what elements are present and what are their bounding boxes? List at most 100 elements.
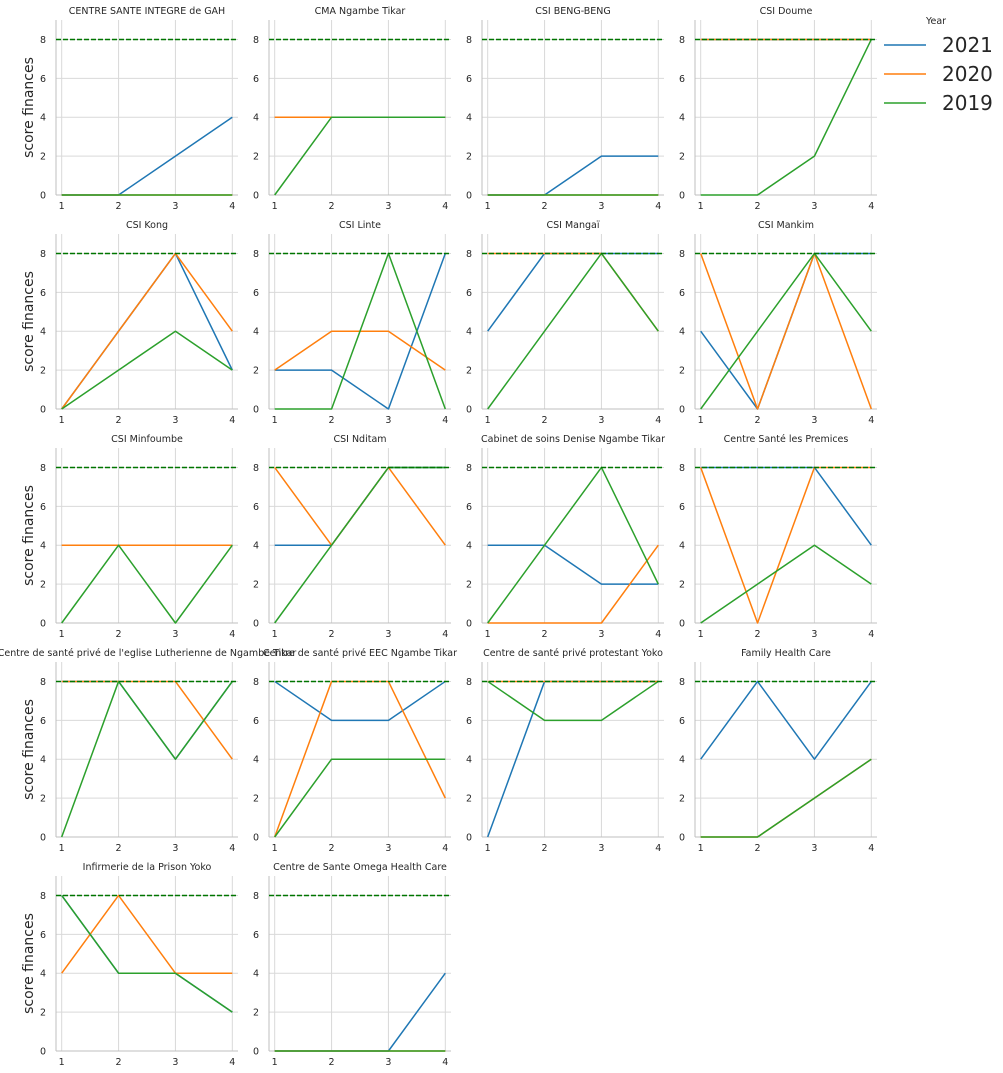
x-tick-label: 3 — [385, 201, 391, 212]
y-tick-label: 8 — [466, 35, 472, 46]
panel-title: Family Health Care — [741, 648, 831, 659]
y-tick-label: 8 — [679, 677, 685, 688]
y-tick-label: 6 — [40, 502, 46, 513]
panel-8: 1 2 3 4 0 2 4 6 8 CSI Mankim — [679, 220, 877, 426]
legend-title: Year — [925, 16, 946, 27]
series-line-2019 — [274, 758, 446, 838]
series-line-2019 — [60, 680, 233, 838]
y-tick-label: 0 — [40, 833, 46, 844]
y-tick-label: 0 — [679, 619, 685, 630]
panel-2: 1 2 3 4 0 2 4 6 8 CMA Ngambe Tikar — [253, 6, 451, 212]
series-line-2019 — [274, 252, 447, 410]
y-tick-label: 6 — [253, 74, 259, 85]
x-tick-label: 2 — [116, 843, 122, 854]
x-tick-label: 3 — [385, 843, 391, 854]
y-axis-label: score finances — [21, 699, 37, 800]
y-tick-label: 4 — [679, 113, 685, 124]
y-tick-label: 0 — [679, 191, 685, 202]
x-tick-label: 2 — [116, 201, 122, 212]
x-tick-label: 1 — [272, 1057, 278, 1068]
y-tick-label: 6 — [466, 74, 472, 85]
y-tick-label: 0 — [466, 619, 472, 630]
panel-14: 1 2 3 4 0 2 4 6 8 Centre de santé privé EEC Ngamb… — [253, 648, 457, 854]
x-tick-label: 3 — [598, 843, 604, 854]
y-tick-label: 6 — [253, 502, 259, 513]
y-tick-label: 2 — [679, 366, 685, 377]
x-tick-label: 1 — [272, 201, 278, 212]
series-line-2021 — [700, 680, 872, 760]
y-tick-label: 4 — [253, 969, 259, 980]
x-tick-label: 3 — [172, 415, 178, 426]
legend-label-2020: 2020 — [942, 62, 993, 86]
y-tick-label: 8 — [253, 677, 259, 688]
x-tick-label: 3 — [811, 629, 817, 640]
y-tick-label: 8 — [466, 249, 472, 260]
panel-13: 1 2 3 4 0 2 4 6 8 Centre de santé privé de l'egli… — [0, 648, 296, 854]
x-tick-label: 2 — [116, 629, 122, 640]
panel-title: Centre de santé privé protestant Yoko — [483, 648, 663, 659]
y-tick-label: 0 — [253, 1047, 259, 1058]
panel-title: Centre de santé privé EEC Ngambe Tikar — [263, 648, 457, 659]
x-tick-label: 1 — [59, 629, 65, 640]
x-tick-label: 1 — [485, 201, 491, 212]
series-line-2019 — [700, 758, 872, 838]
panel-title: CSI Nditam — [333, 434, 386, 445]
x-tick-label: 4 — [655, 843, 661, 854]
y-tick-label: 2 — [679, 152, 685, 163]
y-tick-label: 4 — [466, 113, 472, 124]
y-tick-label: 4 — [466, 755, 472, 766]
y-tick-label: 0 — [40, 405, 46, 416]
y-tick-label: 0 — [466, 405, 472, 416]
panel-title: CSI Minfoumbe — [111, 434, 183, 445]
x-tick-label: 4 — [229, 415, 235, 426]
y-tick-label: 4 — [679, 755, 685, 766]
y-tick-label: 2 — [40, 366, 46, 377]
series-line-2021 — [487, 544, 659, 585]
y-tick-label: 2 — [466, 794, 472, 805]
y-tick-label: 6 — [253, 716, 259, 727]
y-tick-label: 2 — [253, 1008, 259, 1019]
x-tick-label: 4 — [442, 843, 448, 854]
series-line-2019 — [61, 894, 233, 1013]
panel-17: 1 2 3 4 0 2 4 6 8 Infirmerie de la Prison Yoko sco… — [21, 862, 238, 1068]
y-tick-label: 6 — [679, 74, 685, 85]
y-tick-label: 8 — [40, 35, 46, 46]
y-tick-label: 8 — [253, 463, 259, 474]
x-tick-label: 1 — [698, 201, 704, 212]
y-tick-label: 4 — [679, 541, 685, 552]
panel-title: Centre de santé privé de l'eglise Luther… — [0, 648, 296, 659]
x-tick-label: 3 — [811, 201, 817, 212]
x-tick-label: 4 — [655, 415, 661, 426]
x-tick-label: 3 — [598, 415, 604, 426]
x-tick-label: 2 — [116, 415, 122, 426]
y-tick-label: 6 — [466, 716, 472, 727]
y-tick-label: 4 — [40, 541, 46, 552]
series-line-2021 — [487, 155, 659, 196]
y-tick-label: 4 — [466, 327, 472, 338]
y-tick-label: 8 — [40, 677, 46, 688]
x-tick-label: 3 — [172, 843, 178, 854]
panel-title: CSI Mangaï — [546, 220, 599, 231]
panel-title: CSI BENG-BENG — [535, 6, 611, 17]
y-tick-label: 0 — [40, 619, 46, 630]
x-tick-label: 3 — [811, 843, 817, 854]
y-axis-label: score finances — [21, 913, 37, 1014]
x-tick-label: 4 — [442, 201, 448, 212]
y-axis-label: score finances — [21, 271, 37, 372]
panel-5: 1 2 3 4 0 2 4 6 8 CSI Kong score finances — [21, 220, 238, 426]
x-tick-label: 3 — [172, 201, 178, 212]
x-tick-label: 2 — [329, 843, 335, 854]
panel-title: CSI Doume — [760, 6, 813, 17]
y-tick-label: 2 — [40, 794, 46, 805]
y-tick-label: 0 — [679, 405, 685, 416]
x-tick-label: 2 — [755, 629, 761, 640]
panel-15: 1 2 3 4 0 2 4 6 8 Centre de santé privé protestan… — [466, 648, 664, 854]
y-tick-label: 2 — [253, 366, 259, 377]
y-tick-label: 8 — [679, 463, 685, 474]
y-tick-label: 6 — [679, 502, 685, 513]
x-tick-label: 2 — [329, 629, 335, 640]
x-tick-label: 4 — [442, 415, 448, 426]
series-line-2020 — [61, 252, 233, 410]
x-tick-label: 3 — [598, 201, 604, 212]
panel-10: 1 2 3 4 0 2 4 6 8 CSI Nditam — [253, 434, 451, 640]
